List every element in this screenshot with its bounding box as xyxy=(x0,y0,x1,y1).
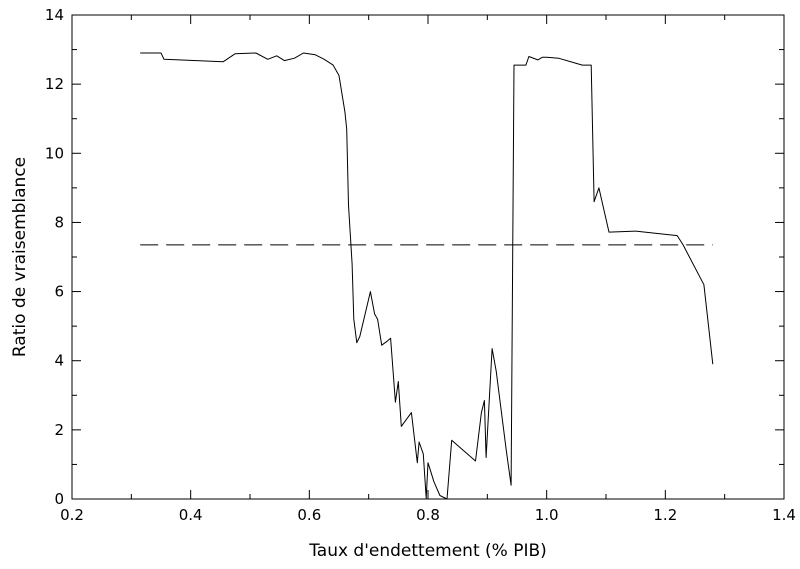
x-tick-label: 0.8 xyxy=(416,506,440,524)
likelihood-ratio-line xyxy=(140,52,714,500)
x-tick-label: 0.6 xyxy=(297,506,321,524)
x-tick-label: 0.4 xyxy=(179,506,203,524)
x-tick-label: 0.2 xyxy=(60,506,84,524)
y-tick-label: 12 xyxy=(45,75,64,93)
x-tick-label: 1.4 xyxy=(772,506,796,524)
chart-series xyxy=(140,52,714,500)
y-tick-label: 10 xyxy=(45,144,64,162)
axis-ticks: 0.2 0.4 0.6 0.8 1.0 1.2 1.4 0 2 4 6 8 10 12 14 xyxy=(45,6,796,524)
y-tick-label: 6 xyxy=(54,283,64,301)
x-tick-label: 1.0 xyxy=(535,506,559,524)
y-tick-label: 4 xyxy=(54,352,64,370)
x-axis-label: Taux d'endettement (% PIB) xyxy=(308,541,547,561)
y-tick-label: 8 xyxy=(54,213,64,231)
y-axis-label: Ratio de vraisemblance xyxy=(10,157,30,357)
plot-frame xyxy=(71,14,785,500)
y-tick-label: 14 xyxy=(45,6,64,24)
y-tick-label: 2 xyxy=(54,421,64,439)
y-tick-label: 0 xyxy=(54,490,64,508)
x-tick-label: 1.2 xyxy=(653,506,677,524)
